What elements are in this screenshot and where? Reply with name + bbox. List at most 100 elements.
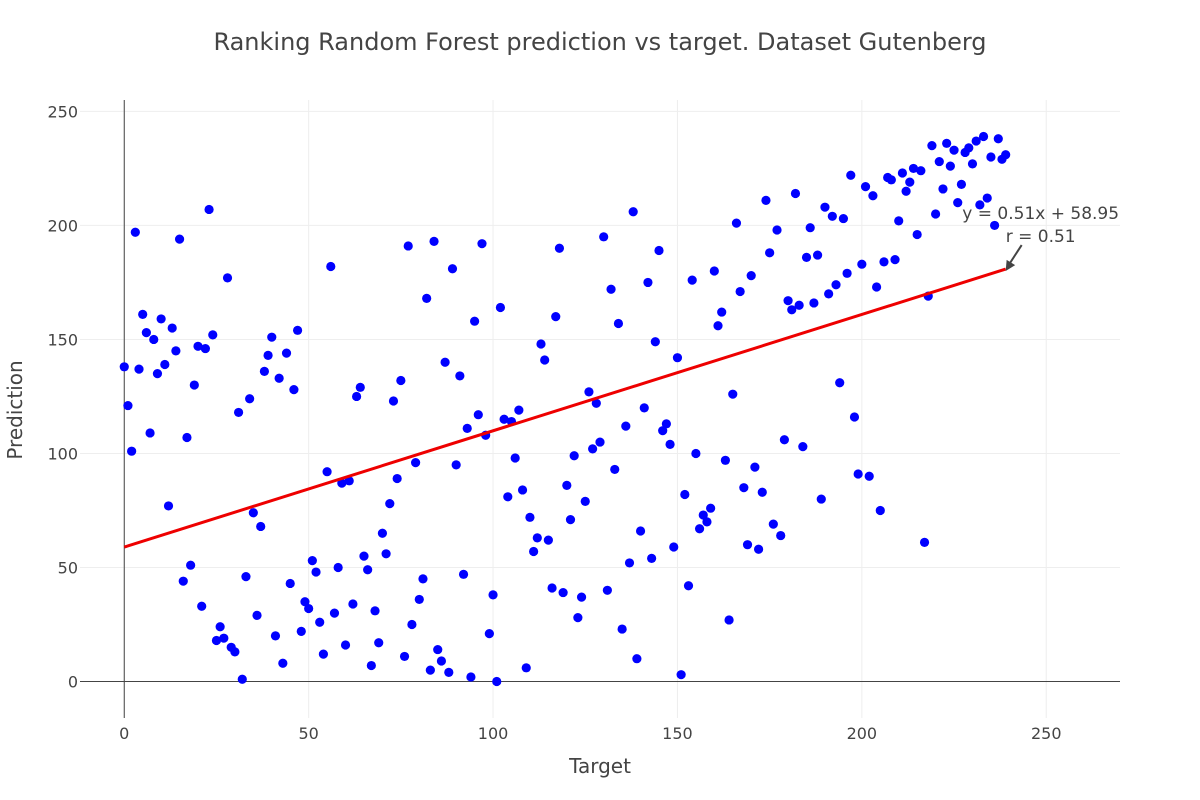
data-point-82 — [422, 293, 432, 303]
data-point-103 — [499, 414, 509, 424]
data-point-233 — [978, 131, 989, 142]
data-point-74 — [392, 473, 402, 484]
data-point-75 — [396, 375, 406, 386]
data-point-76 — [399, 651, 410, 662]
data-point-100 — [488, 590, 498, 600]
data-point-41 — [270, 631, 281, 641]
data-point-16 — [178, 576, 188, 586]
data-point-143 — [647, 553, 657, 563]
data-point-95 — [470, 316, 480, 326]
data-point-80 — [414, 594, 424, 605]
data-point-224 — [945, 161, 955, 171]
data-point-48 — [296, 626, 306, 636]
data-point-77 — [403, 241, 413, 251]
data-point-78 — [407, 619, 417, 630]
data-point-191 — [824, 289, 834, 299]
data-point-178 — [776, 530, 786, 541]
data-point-108 — [517, 485, 528, 495]
data-point-15 — [174, 234, 185, 244]
data-point-205 — [875, 505, 885, 516]
data-point-121 — [565, 515, 576, 525]
data-point-197 — [846, 170, 856, 180]
data-point-35 — [248, 508, 258, 518]
data-point-124 — [576, 592, 587, 602]
data-point-96 — [473, 410, 483, 420]
data-point-117 — [551, 312, 561, 322]
data-point-210 — [894, 216, 904, 226]
data-point-97 — [477, 239, 487, 249]
data-point-168 — [739, 483, 749, 493]
data-point-85 — [433, 644, 443, 655]
data-point-142 — [643, 277, 653, 288]
data-point-175 — [765, 248, 775, 258]
data-point-203 — [868, 191, 878, 201]
data-point-73 — [388, 396, 399, 406]
data-point-37 — [256, 521, 266, 532]
x-tick-label-4: 200 — [847, 724, 878, 743]
data-point-4 — [134, 364, 144, 374]
data-point-8 — [149, 334, 159, 345]
tick-labels: 0 50 100 150 200 250 0 50 100 150 200 250 — [47, 102, 1061, 743]
data-point-11 — [160, 359, 170, 370]
data-point-94 — [466, 672, 476, 682]
data-point-93 — [462, 423, 472, 433]
data-point-44 — [281, 348, 292, 358]
data-point-138 — [628, 207, 638, 217]
data-point-18 — [186, 560, 196, 570]
data-point-64 — [355, 382, 365, 392]
data-point-101 — [492, 676, 502, 687]
data-point-5 — [138, 309, 148, 319]
data-point-135 — [617, 624, 627, 634]
data-point-127 — [588, 444, 598, 454]
data-point-177 — [772, 225, 782, 235]
data-point-133 — [610, 464, 620, 475]
data-point-115 — [543, 535, 553, 545]
data-point-55 — [322, 467, 332, 477]
data-point-132 — [606, 284, 616, 294]
y-axis-label: Prediction — [3, 360, 27, 459]
data-point-180 — [783, 296, 793, 306]
data-point-188 — [812, 250, 823, 260]
data-point-155 — [691, 448, 701, 459]
data-point-146 — [658, 426, 668, 436]
data-point-212 — [901, 186, 911, 196]
data-point-184 — [798, 442, 808, 452]
data-point-42 — [274, 373, 284, 383]
data-point-79 — [411, 457, 421, 468]
data-point-0 — [119, 362, 129, 372]
data-point-237 — [993, 134, 1003, 144]
y-tick-label-3: 150 — [47, 330, 78, 349]
data-point-181 — [787, 305, 797, 315]
data-point-165 — [728, 389, 738, 399]
data-point-209 — [890, 255, 900, 265]
data-point-215 — [912, 229, 922, 240]
data-point-213 — [905, 177, 915, 187]
data-point-137 — [624, 558, 635, 568]
data-point-53 — [315, 617, 325, 627]
data-point-6 — [141, 328, 151, 338]
data-point-234 — [982, 193, 992, 203]
data-point-92 — [458, 569, 469, 579]
data-point-106 — [510, 453, 520, 463]
data-point-62 — [348, 599, 358, 609]
data-point-26 — [215, 622, 225, 632]
data-point-56 — [326, 261, 336, 272]
data-point-69 — [374, 638, 384, 648]
x-tick-label-1: 50 — [298, 724, 318, 743]
data-point-118 — [554, 243, 565, 253]
x-tick-label-2: 100 — [478, 724, 509, 743]
data-point-99 — [484, 629, 494, 639]
data-point-172 — [753, 544, 764, 554]
data-point-24 — [208, 330, 218, 340]
annotation-arrow-shaft — [1007, 244, 1023, 266]
data-point-17 — [182, 432, 192, 443]
chart-title: Ranking Random Forest prediction vs targ… — [213, 28, 986, 56]
data-point-30 — [230, 647, 240, 657]
data-point-164 — [724, 615, 734, 625]
data-point-163 — [720, 455, 730, 465]
data-point-7 — [145, 428, 155, 438]
data-point-185 — [801, 252, 812, 262]
data-point-21 — [197, 601, 207, 611]
data-point-46 — [289, 385, 299, 395]
data-point-83 — [425, 665, 435, 675]
